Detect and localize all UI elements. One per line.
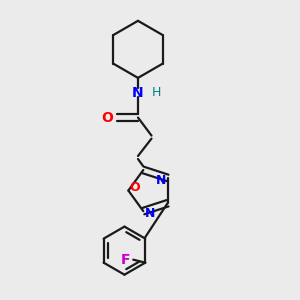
Text: O: O xyxy=(101,111,113,124)
Text: F: F xyxy=(121,253,130,267)
Text: H: H xyxy=(152,86,161,99)
Text: O: O xyxy=(130,181,140,194)
Text: N: N xyxy=(132,86,144,100)
Text: N: N xyxy=(145,207,155,220)
Text: N: N xyxy=(156,174,166,187)
